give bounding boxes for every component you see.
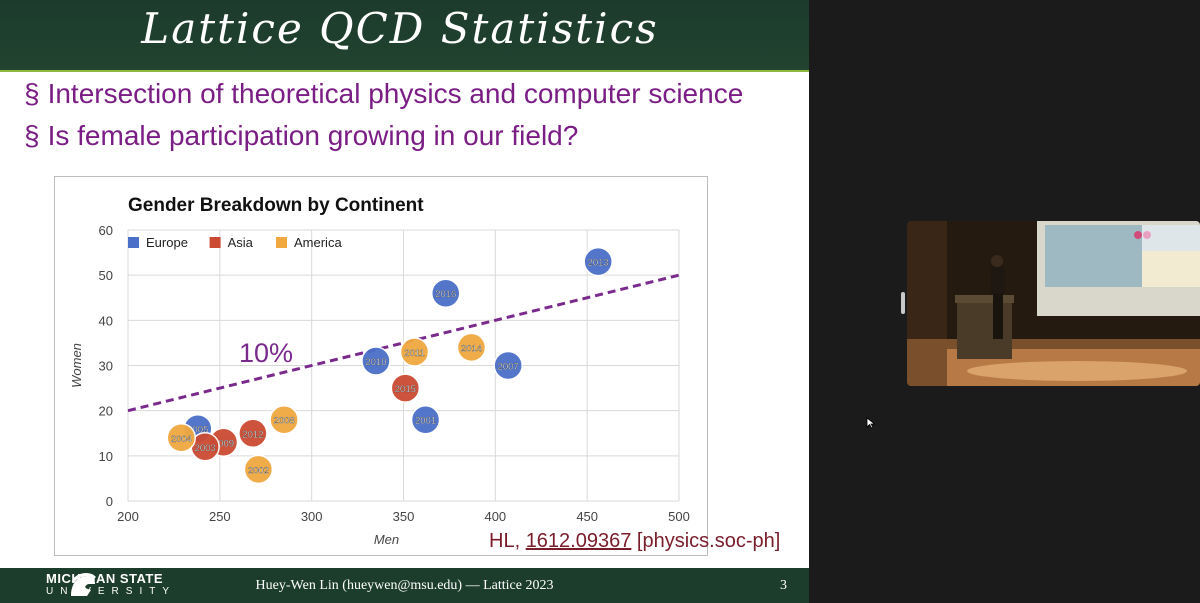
data-point <box>243 454 274 485</box>
slide-title-bar: Lattice QCD Statistics <box>0 0 809 70</box>
data-point-label: 2012 <box>242 429 263 440</box>
data-point <box>430 278 461 308</box>
chart-svg: 200 250 300 350 400 450 500 0 10 20 30 40 50 60 Gender… <box>69 195 690 547</box>
data-point-label: 2007 <box>498 362 519 373</box>
bullet-text: Intersection of theoretical physics and … <box>47 78 744 109</box>
data-point-label: 2002 <box>248 465 269 476</box>
panel-resize-handle[interactable] <box>901 292 905 314</box>
y-axis-label: Women <box>69 343 84 388</box>
data-point <box>238 418 268 448</box>
citation-suffix: [physics.soc-ph] <box>631 530 781 552</box>
data-point-label: 2013 <box>588 258 609 269</box>
data-point-label: 2003 <box>195 443 216 454</box>
presentation-slide: Lattice QCD Statistics § Intersection of … <box>0 0 809 603</box>
scatter-chart: 200 250 300 350 400 450 500 0 10 20 30 40 50 60 Gender… <box>54 176 708 556</box>
y-tick-label: 50 <box>99 268 113 283</box>
legend-swatch <box>128 237 139 248</box>
x-tick-label: 250 <box>209 509 231 524</box>
y-tick-label: 0 <box>106 494 113 509</box>
data-point-label: 2011 <box>404 348 424 359</box>
citation-prefix: HL, <box>489 530 526 552</box>
data-point-label: 2016 <box>435 289 456 300</box>
slide-title: Lattice QCD Statistics <box>141 4 659 53</box>
data-point <box>583 246 613 277</box>
legend-swatch <box>209 237 221 248</box>
x-tick-label: 400 <box>484 509 506 524</box>
x-tick-label: 500 <box>668 509 690 524</box>
x-tick-label: 350 <box>393 509 415 524</box>
data-point-label: 2004 <box>171 434 192 445</box>
data-point <box>390 373 421 403</box>
data-point <box>456 332 487 363</box>
chart-title: Gender Breakdown by Continent <box>128 195 424 216</box>
data-point-label: 2009 <box>213 438 234 449</box>
data-point <box>410 404 441 435</box>
data-point-label: 2015 <box>395 384 416 395</box>
legend-label: America <box>294 235 342 250</box>
trendline <box>127 273 680 413</box>
data-point <box>166 423 197 453</box>
data-point <box>399 337 430 367</box>
page-number: 3 <box>780 578 787 593</box>
data-point <box>269 404 299 435</box>
y-tick-label: 10 <box>99 449 113 464</box>
mouse-cursor-icon <box>866 417 876 429</box>
legend-label: Asia <box>228 235 254 250</box>
y-tick-label: 40 <box>99 313 113 328</box>
university-subtitle: UNIVERSITY <box>46 586 177 597</box>
data-point-label: 2005 <box>187 425 208 436</box>
legend-label: Europe <box>146 235 188 250</box>
university-name: MICHIGAN STATE <box>46 571 164 586</box>
bullet-item: § Intersection of theoretical physics and… <box>24 78 743 110</box>
x-tick-label: 300 <box>301 509 323 524</box>
y-tick-label: 30 <box>99 359 113 374</box>
legend-swatch <box>276 237 287 248</box>
bullet-text: Is female participation growing in our f… <box>47 120 579 151</box>
citation: HL, 1612.09367 [physics.soc-ph] <box>489 530 780 553</box>
y-tick-label: 20 <box>99 404 113 419</box>
arxiv-link[interactable]: 1612.09367 <box>525 530 632 552</box>
x-tick-label: 200 <box>117 509 139 524</box>
data-point <box>493 350 523 381</box>
speaker-video-feed[interactable] <box>907 221 1200 386</box>
title-divider <box>0 70 809 72</box>
slide-footer: MICHIGAN STATE UNIVERSITY Huey-Wen Lin (… <box>0 568 809 603</box>
data-point-label: 2001 <box>415 416 436 427</box>
data-point-label: 2014 <box>461 343 482 354</box>
y-tick-label: 60 <box>99 223 113 238</box>
x-tick-label: 450 <box>576 509 598 524</box>
data-point-label: 2008 <box>274 416 295 427</box>
bullet-item: § Is female participation growing in our … <box>24 120 578 152</box>
footer-text: Huey-Wen Lin (hueywen@msu.edu) — Lattice… <box>255 578 554 593</box>
data-point <box>361 346 391 376</box>
spartan-helmet-icon <box>71 573 97 596</box>
x-axis-label: Men <box>374 532 399 547</box>
data-point-label: 2010 <box>365 357 386 368</box>
trendline-label: 10% <box>239 338 293 368</box>
bullet-mark: § <box>24 78 40 109</box>
speaker-video-image <box>907 221 1200 386</box>
bullet-mark: § <box>24 120 40 151</box>
